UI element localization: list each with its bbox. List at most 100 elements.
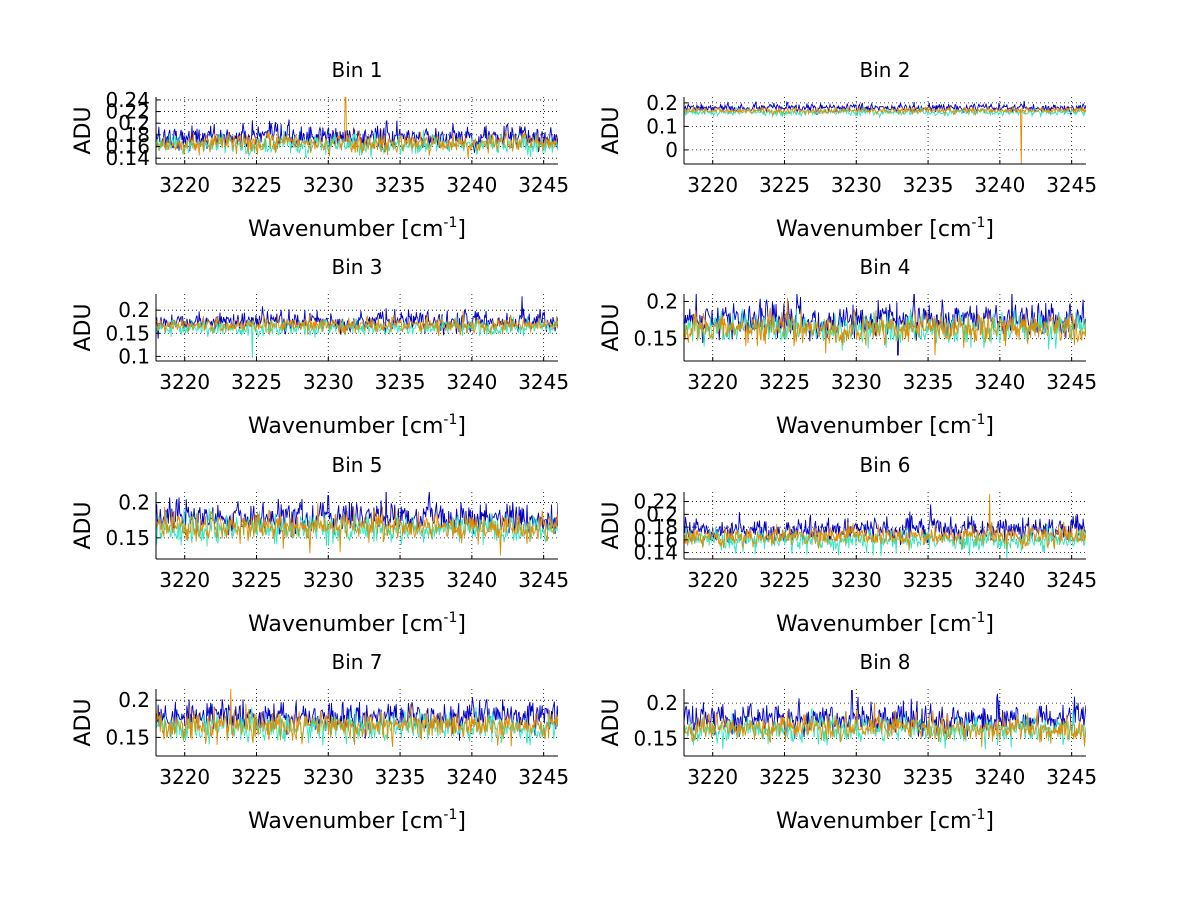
y-tick-label: 0.14 bbox=[105, 146, 150, 170]
y-tick-label: 0.22 bbox=[633, 490, 678, 514]
y-axis-label: ADU bbox=[599, 106, 624, 154]
x-tick-label: 3220 bbox=[687, 370, 738, 394]
x-tick-label: 3245 bbox=[518, 173, 569, 197]
x-tick-label: 3225 bbox=[231, 370, 282, 394]
x-tick-label: 3230 bbox=[831, 568, 882, 592]
y-tick-label: 0.15 bbox=[105, 321, 150, 345]
x-tick-label: 3225 bbox=[231, 765, 282, 789]
x-tick-label: 3225 bbox=[759, 568, 810, 592]
x-tick-label: 3230 bbox=[303, 568, 354, 592]
y-axis-label: ADU bbox=[71, 106, 96, 154]
subplot-title: Bin 6 bbox=[859, 453, 910, 477]
y-tick-label: 0.24 bbox=[105, 88, 150, 112]
x-tick-label: 3225 bbox=[759, 765, 810, 789]
x-tick-label: 3235 bbox=[375, 370, 426, 394]
series-line-orange bbox=[684, 297, 1086, 356]
plot-area-bin-1 bbox=[156, 97, 558, 164]
x-tick-label: 3240 bbox=[974, 765, 1025, 789]
subplot-bin-3: 3220 3225 3230 3235 3240 3245 0.10.150.2 Bin 3 W… bbox=[71, 255, 569, 439]
x-tick-label: 3225 bbox=[759, 173, 810, 197]
x-tick-label: 3220 bbox=[687, 173, 738, 197]
x-axis-label: Wavenumber [cm-1] bbox=[776, 412, 994, 439]
x-tick-label: 3240 bbox=[446, 765, 497, 789]
y-axis-label: ADU bbox=[599, 698, 624, 746]
x-axis-label: Wavenumber [cm-1] bbox=[248, 807, 466, 834]
series-line-orange bbox=[684, 105, 1086, 164]
series-line-orange bbox=[684, 702, 1086, 748]
x-tick-label: 3245 bbox=[1046, 568, 1097, 592]
x-tick-label: 3240 bbox=[974, 173, 1025, 197]
x-tick-label: 3230 bbox=[303, 765, 354, 789]
y-tick-label: 0.15 bbox=[633, 726, 678, 750]
x-tick-label: 3235 bbox=[903, 370, 954, 394]
x-tick-label: 3220 bbox=[159, 370, 210, 394]
y-tick-label: 0.18 bbox=[105, 123, 150, 147]
x-tick-label: 3220 bbox=[687, 568, 738, 592]
x-tick-label: 3230 bbox=[831, 765, 882, 789]
x-tick-label: 3235 bbox=[375, 765, 426, 789]
x-tick-label: 3230 bbox=[303, 370, 354, 394]
x-tick-label: 3230 bbox=[303, 173, 354, 197]
x-tick-label: 3225 bbox=[231, 173, 282, 197]
x-tick-label: 3240 bbox=[446, 568, 497, 592]
subplot-title: Bin 3 bbox=[331, 255, 382, 279]
y-axis-label: ADU bbox=[71, 501, 96, 549]
y-tick-label: 0.1 bbox=[118, 344, 150, 368]
subplot-title: Bin 7 bbox=[331, 650, 382, 674]
series-line-orange bbox=[156, 311, 558, 337]
y-tick-label: 0.2 bbox=[646, 289, 678, 313]
y-tick-label: 0.2 bbox=[118, 298, 150, 322]
subplot-title: Bin 8 bbox=[859, 650, 910, 674]
y-tick-label: 0.15 bbox=[105, 526, 150, 550]
y-tick-label: 0.15 bbox=[633, 327, 678, 351]
series-line-orange bbox=[156, 503, 558, 556]
y-tick-label: 0.16 bbox=[105, 135, 150, 159]
x-tick-label: 3220 bbox=[159, 173, 210, 197]
x-tick-label: 3240 bbox=[974, 370, 1025, 394]
x-tick-label: 3225 bbox=[759, 370, 810, 394]
y-tick-label: 0.2 bbox=[118, 491, 150, 515]
y-tick-label: 0.15 bbox=[105, 725, 150, 749]
x-tick-label: 3235 bbox=[903, 765, 954, 789]
y-tick-label: 0.18 bbox=[633, 515, 678, 539]
subplot-title: Bin 2 bbox=[859, 58, 910, 82]
x-tick-label: 3235 bbox=[375, 568, 426, 592]
x-tick-label: 3240 bbox=[446, 173, 497, 197]
x-axis-label: Wavenumber [cm-1] bbox=[248, 412, 466, 439]
x-tick-label: 3230 bbox=[831, 370, 882, 394]
x-axis-label: Wavenumber [cm-1] bbox=[248, 215, 466, 242]
x-tick-label: 3245 bbox=[518, 765, 569, 789]
subplot-bin-7: 3220 3225 3230 3235 3240 3245 0.15 0.2 Bin 7 Wave… bbox=[71, 650, 569, 834]
y-tick-label: 0.2 bbox=[118, 688, 150, 712]
subplot-bin-8: 3220 3225 3230 3235 3240 3245 0.15 0.2 Bin 8 Wave… bbox=[599, 650, 1097, 834]
x-axis-label: Wavenumber [cm-1] bbox=[776, 610, 994, 637]
y-tick-label: 0.14 bbox=[633, 541, 678, 565]
x-tick-label: 3230 bbox=[831, 173, 882, 197]
subplot-bin-1: 3220 3225 3230 3235 3240 3245 0.140.160.180.20… bbox=[71, 58, 569, 242]
x-tick-label: 3245 bbox=[1046, 370, 1097, 394]
x-axis-label: Wavenumber [cm-1] bbox=[248, 610, 466, 637]
x-tick-label: 3220 bbox=[687, 765, 738, 789]
x-axis-label: Wavenumber [cm-1] bbox=[776, 807, 994, 834]
x-tick-label: 3245 bbox=[518, 568, 569, 592]
y-axis-label: ADU bbox=[599, 501, 624, 549]
x-tick-label: 3245 bbox=[1046, 173, 1097, 197]
x-tick-label: 3220 bbox=[159, 765, 210, 789]
series-line-cyan bbox=[684, 308, 1086, 351]
subplot-title: Bin 5 bbox=[331, 453, 382, 477]
y-axis-label: ADU bbox=[71, 303, 96, 351]
subplot-title: Bin 4 bbox=[859, 255, 910, 279]
y-axis-label: ADU bbox=[599, 303, 624, 351]
x-tick-label: 3220 bbox=[159, 568, 210, 592]
y-tick-label: 0.2 bbox=[118, 111, 150, 135]
x-axis-label: Wavenumber [cm-1] bbox=[776, 215, 994, 242]
y-tick-label: 0.22 bbox=[105, 100, 150, 124]
x-tick-label: 3240 bbox=[974, 568, 1025, 592]
x-tick-label: 3235 bbox=[375, 173, 426, 197]
y-tick-label: 0.2 bbox=[646, 691, 678, 715]
x-tick-label: 3245 bbox=[518, 370, 569, 394]
y-axis-label: ADU bbox=[71, 698, 96, 746]
subplot-bin-5: 3220 3225 3230 3235 3240 3245 0.15 0.2 Bin 5 Wave… bbox=[71, 453, 569, 637]
series-line-blue bbox=[684, 504, 1086, 546]
